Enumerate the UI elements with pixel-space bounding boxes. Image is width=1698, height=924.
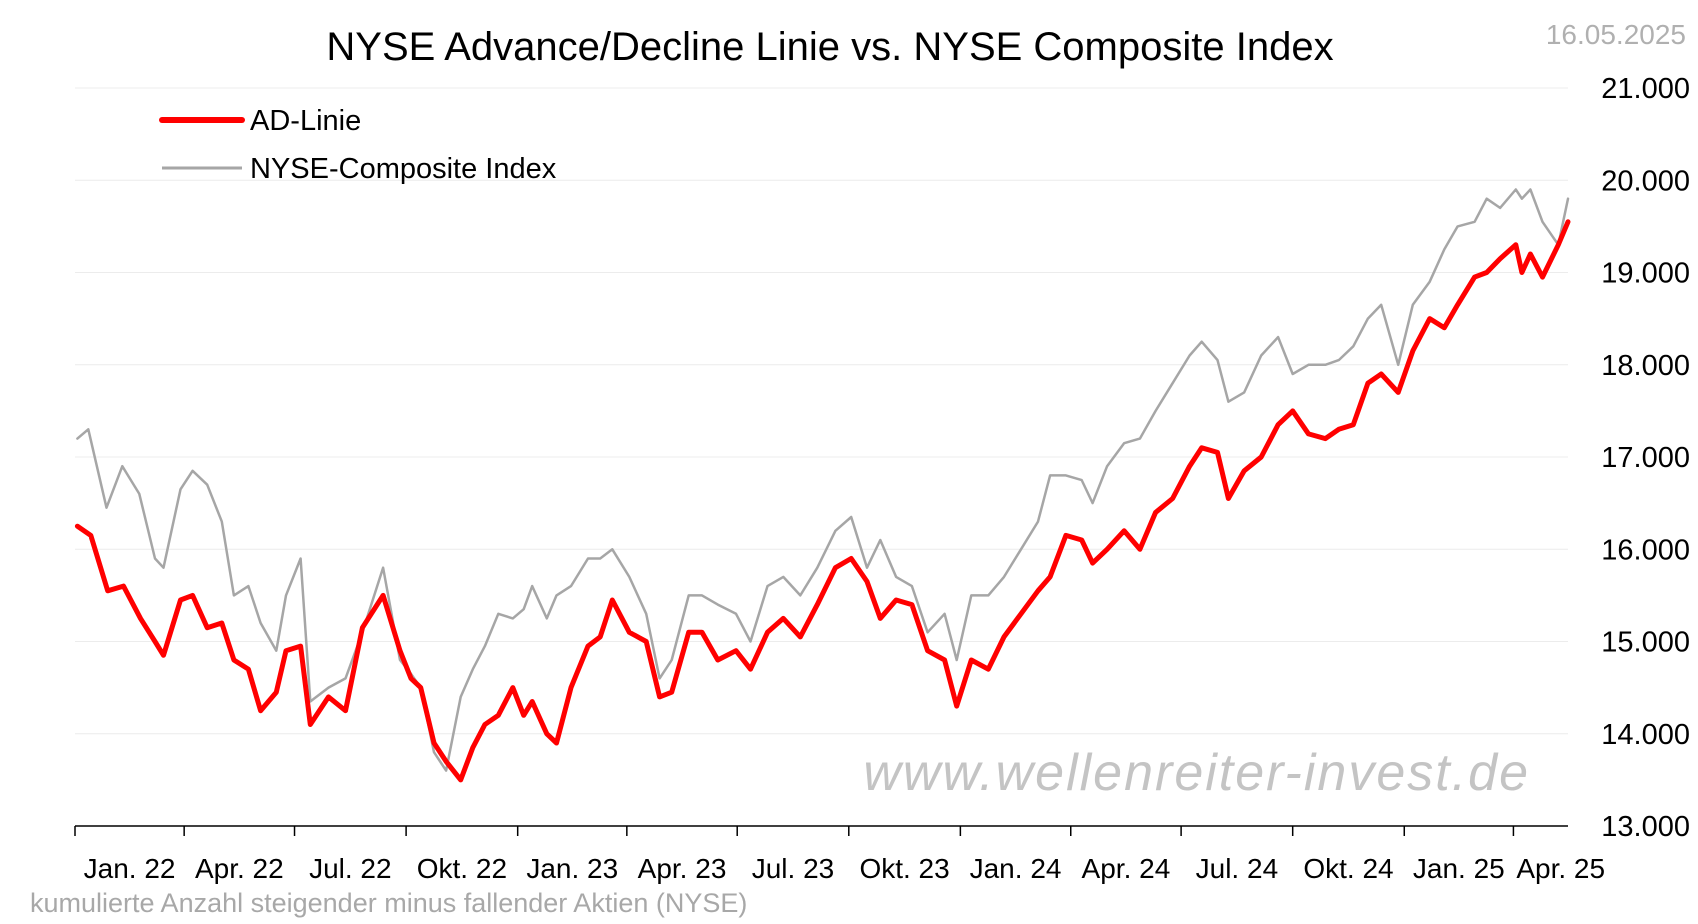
x-tick-label: Jul. 22 — [309, 853, 392, 884]
x-tick-label: Apr. 23 — [638, 853, 727, 884]
x-tick-label: Jan. 25 — [1413, 853, 1505, 884]
x-tick-label: Apr. 22 — [195, 853, 284, 884]
y-tick-label: 15.000 — [1601, 627, 1690, 659]
x-tick-label: Okt. 22 — [417, 853, 507, 884]
legend: AD-Linie NYSE-Composite Index — [159, 105, 557, 185]
y-tick-label: 14.000 — [1601, 719, 1690, 751]
y-tick-label: 16.000 — [1601, 534, 1690, 566]
x-axis: Jan. 22 Apr. 22 Jul. 22 Okt. 22 Jan. 23 Apr. … — [74, 826, 1605, 884]
x-tick-label: Jan. 22 — [84, 853, 176, 884]
x-tick-label: Apr. 24 — [1082, 853, 1171, 884]
watermark: www.wellenreiter-invest.de — [863, 744, 1530, 802]
y-tick-label: 19.000 — [1601, 258, 1690, 290]
gridlines — [75, 87, 1568, 735]
x-tick-label: Jan. 23 — [526, 853, 618, 884]
x-tick-label: Apr. 25 — [1516, 853, 1605, 884]
y-tick-label: 18.000 — [1601, 350, 1690, 382]
y-tick-label: 20.000 — [1601, 165, 1690, 197]
series-line-ad-linie — [74, 219, 1571, 783]
legend-label-nyse-composite: NYSE-Composite Index — [250, 153, 557, 185]
footnote: kumulierte Anzahl steigender minus falle… — [30, 888, 747, 918]
legend-label-ad-linie: AD-Linie — [250, 105, 361, 137]
chart-title: NYSE Advance/Decline Linie vs. NYSE Comp… — [326, 25, 1333, 69]
series-line-nyse-composite — [76, 188, 1570, 772]
x-tick-label: Okt. 23 — [859, 853, 949, 884]
y-tick-label: 17.000 — [1601, 442, 1690, 474]
x-tick-label: Jul. 23 — [752, 853, 835, 884]
y-tick-label: 21.000 — [1601, 73, 1690, 105]
x-tick-label: Okt. 24 — [1303, 853, 1393, 884]
y-tick-label: 13.000 — [1601, 811, 1690, 843]
date-stamp: 16.05.2025 — [1546, 19, 1686, 50]
x-tick-label: Jan. 24 — [970, 853, 1062, 884]
y-axis: 13.000 14.000 15.000 16.000 17.000 18.000 19.0… — [1601, 73, 1690, 843]
series-group — [74, 188, 1571, 783]
x-tick-label: Jul. 24 — [1196, 853, 1279, 884]
